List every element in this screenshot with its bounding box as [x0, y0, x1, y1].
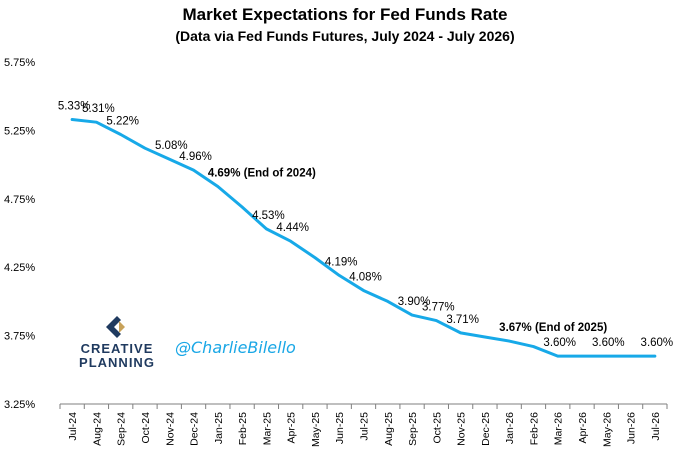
logo-line1: CREATIVE [81, 341, 154, 356]
data-point [95, 120, 98, 124]
data-label: 3.71% [446, 314, 479, 326]
data-point [629, 354, 632, 358]
data-label: 5.33% [58, 100, 91, 112]
data-point [386, 300, 389, 303]
data-point [507, 339, 511, 343]
x-tick-label: Sep-24 [116, 412, 128, 446]
x-tick-label: Mar-26 [553, 412, 565, 445]
data-label: 4.08% [349, 271, 382, 283]
x-tick-label: Jun-26 [626, 412, 638, 444]
data-point [653, 354, 657, 358]
x-tick-label: Jan-25 [213, 412, 225, 444]
x-tick-label: Jan-26 [504, 412, 516, 444]
data-label: 4.19% [325, 256, 358, 268]
data-label: 3.77% [422, 302, 455, 314]
x-tick-label: Dec-24 [189, 412, 201, 446]
data-point [362, 289, 365, 292]
data-point [168, 157, 171, 161]
x-tick-label: Dec-25 [480, 412, 492, 446]
x-tick-label: Nov-24 [164, 412, 176, 446]
y-tick-label: 5.25% [4, 125, 35, 137]
data-label: 3.60% [641, 337, 674, 349]
data-point [240, 205, 244, 209]
data-label: 5.08% [155, 140, 188, 152]
x-tick-label: Apr-25 [286, 412, 298, 444]
y-tick-label: 3.75% [4, 331, 35, 343]
data-point [556, 354, 559, 358]
y-tick-label: 3.25% [4, 399, 35, 411]
x-tick-label: Apr-26 [577, 412, 589, 444]
data-label: 5.31% [82, 103, 115, 115]
y-axis: 3.25% 3.75% 4.25% 4.75% 5.25% 5.75% [4, 57, 35, 411]
x-tick-label: Nov-25 [456, 412, 468, 446]
data-point [216, 185, 220, 188]
series-layer [70, 117, 657, 358]
data-point [532, 345, 535, 348]
x-tick-label: Jun-25 [334, 412, 346, 444]
x-tick-label: Jul-25 [359, 412, 371, 441]
x-tick-label: Feb-26 [528, 412, 540, 445]
x-tick-label: Feb-25 [237, 412, 249, 445]
data-label: 3.67% (End of 2025) [499, 322, 607, 334]
data-point [459, 331, 462, 335]
data-point [605, 354, 608, 358]
data-point [289, 240, 292, 243]
x-tick-label: Oct-25 [431, 412, 443, 444]
data-label: 5.22% [106, 116, 139, 128]
data-label: 3.60% [592, 337, 625, 349]
data-labels-layer: 5.33%5.31%5.22% 5.08%4.96% 4.69% (End of 2… [58, 100, 673, 349]
y-tick-label: 5.75% [4, 57, 35, 69]
x-tick-label: May-26 [601, 412, 613, 447]
author-handle: @CharlieBilello [175, 338, 296, 357]
data-point [338, 274, 341, 277]
data-label: 3.90% [398, 296, 431, 308]
x-tick-label: Oct-24 [140, 412, 152, 444]
data-label: 4.96% [179, 151, 212, 163]
logo-mark-icon [106, 316, 125, 338]
data-point [192, 168, 195, 172]
data-label: 4.44% [276, 222, 309, 234]
data-point [119, 133, 122, 136]
data-point [313, 256, 317, 259]
data-point [143, 146, 147, 150]
logo-line2: PLANNING [79, 355, 155, 370]
x-tick-label: Jul-26 [650, 412, 662, 441]
data-point [70, 118, 74, 121]
data-label: 3.60% [543, 337, 576, 349]
x-tick-label: May-25 [310, 412, 322, 447]
data-label: 4.53% [252, 210, 285, 222]
series-line [70, 117, 657, 358]
y-tick-label: 4.25% [4, 262, 35, 274]
x-axis: Jul-24 Aug-24 Sep-24 Oct-24 Nov-24 Dec-24 Jan-… [59, 403, 668, 447]
x-tick-label: Mar-25 [261, 412, 273, 445]
x-tick-label: Aug-24 [91, 412, 103, 446]
y-tick-label: 4.75% [4, 194, 35, 206]
x-tick-label: Aug-25 [383, 412, 395, 446]
chart-title: Market Expectations for Fed Funds Rate [183, 5, 508, 24]
data-label: 4.69% (End of 2024) [208, 167, 316, 179]
chart-subtitle: (Data via Fed Funds Futures, July 2024 -… [175, 28, 514, 44]
data-point [435, 319, 438, 322]
data-point [580, 354, 584, 358]
creative-planning-logo: CREATIVE PLANNING [79, 316, 155, 370]
data-point [483, 335, 487, 339]
data-point [410, 313, 414, 317]
data-point [265, 227, 268, 231]
x-tick-label: Sep-25 [407, 412, 419, 446]
x-tick-label: Jul-24 [67, 412, 79, 441]
